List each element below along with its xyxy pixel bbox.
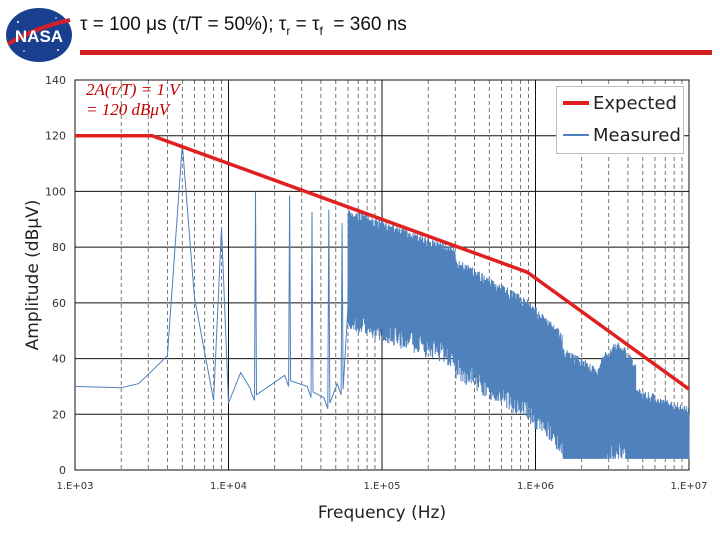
title-mid: = τ (290, 14, 320, 35)
page-title: τ = 100 μs (τ/T = 50%); τr = τf = 360 ns (80, 14, 407, 38)
title-main: τ = 100 μs (τ/T = 50%); τ (80, 14, 287, 35)
plot-border (74, 79, 690, 471)
legend-label-measured: Measured (593, 125, 681, 146)
legend-swatch-expected (563, 101, 589, 105)
y-axis-label: Amplitude (dBμV) (23, 200, 43, 351)
y-tick-label: 120 (45, 130, 66, 143)
x-tick-label: 1.E+06 (517, 481, 554, 492)
x-axis-label: Frequency (Hz) (318, 503, 446, 523)
series-expected-line (75, 133, 691, 391)
y-tick-label: 60 (52, 297, 66, 310)
annotation-amplitude: 2A(τ/T) = 1 V (86, 80, 180, 99)
x-tick-label: 1.E+03 (57, 481, 94, 492)
y-axis: 0 20 40 60 80 100 120 140 (45, 74, 66, 477)
y-tick-label: 100 (45, 185, 66, 198)
y-tick-label: 0 (59, 464, 66, 477)
legend-item-expected: Expected (563, 93, 681, 114)
y-tick-label: 40 (52, 353, 66, 366)
legend: Expected Measured (556, 86, 684, 154)
x-tick-label: 1.E+07 (671, 481, 708, 492)
nasa-logo: NASA (6, 8, 72, 62)
x-tick-label: 1.E+04 (210, 481, 247, 492)
series-layer (74, 133, 691, 459)
legend-item-measured: Measured (563, 125, 681, 146)
legend-label-expected: Expected (593, 93, 677, 114)
title-end: = 360 ns (322, 14, 407, 35)
nasa-logo-text: NASA (15, 27, 63, 46)
title-sub-r: r (286, 23, 291, 38)
x-axis: 1.E+03 1.E+04 1.E+05 1.E+06 1.E+07 (57, 481, 708, 492)
x-tick-label: 1.E+05 (364, 481, 401, 492)
y-tick-label: 20 (52, 408, 66, 421)
title-sub-f: f (319, 23, 323, 38)
title-divider (80, 50, 712, 55)
legend-swatch-measured (563, 134, 589, 136)
y-tick-label: 140 (45, 74, 66, 87)
y-tick-label: 80 (52, 241, 66, 254)
series-measured-line (74, 144, 690, 459)
annotation-dbuv: = 120 dBμV (86, 100, 170, 119)
